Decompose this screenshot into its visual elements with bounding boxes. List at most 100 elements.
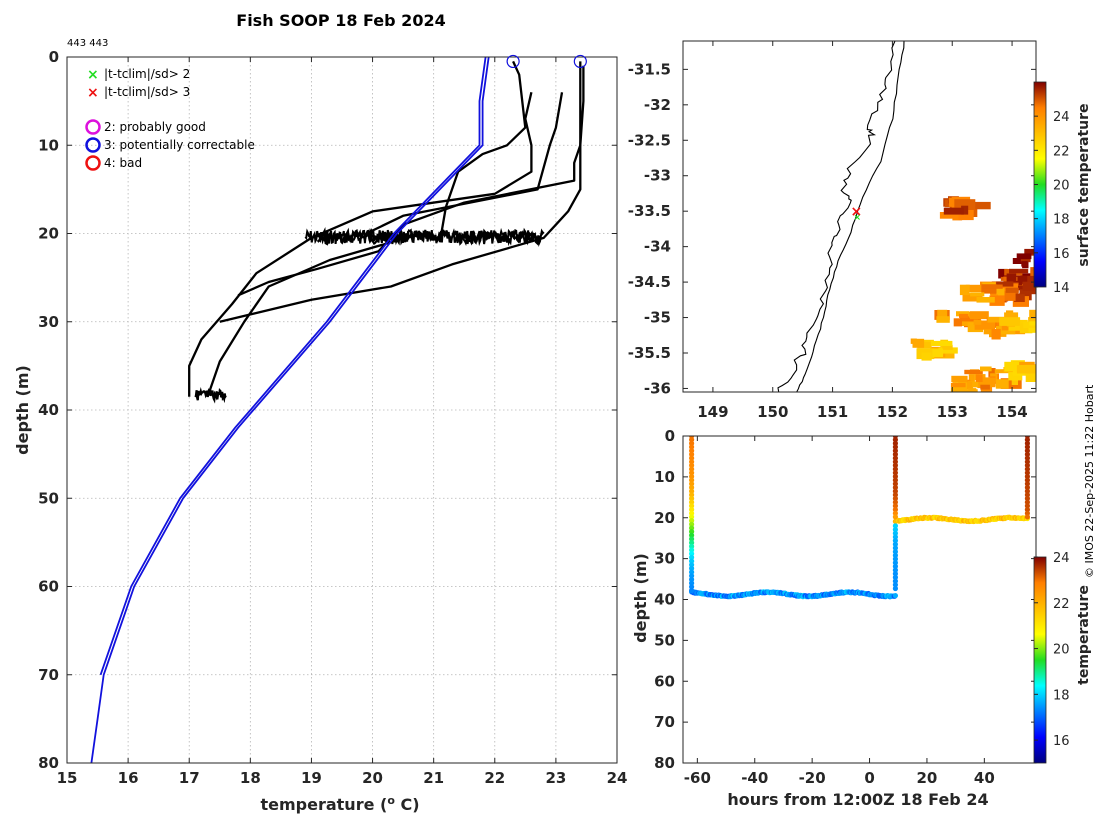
profile-data xyxy=(90,57,585,763)
sst-patch xyxy=(950,374,996,392)
profile-ytick-label: 10 xyxy=(38,136,59,154)
profile-xtick-label: 15 xyxy=(57,769,78,787)
section-data xyxy=(689,436,1030,600)
sst-patch xyxy=(1003,360,1036,385)
cast-points xyxy=(892,436,899,520)
profile-xlabel-sup: o xyxy=(387,794,395,807)
profile-xtick-label: 22 xyxy=(484,769,505,787)
profile-line xyxy=(237,61,582,297)
profile-ytick-label: 30 xyxy=(38,313,59,331)
map-colorbar-tick-label: 18 xyxy=(1053,213,1070,228)
section-xtick-label: 40 xyxy=(974,769,995,787)
map-ytick-label: -32 xyxy=(644,96,671,114)
climatology-lower-line xyxy=(99,57,487,676)
profile-axes-box xyxy=(66,56,618,764)
section-colorbar-tick-label: 22 xyxy=(1053,597,1070,612)
legend-qc-3-label: 3: potentially correctable xyxy=(104,138,255,152)
section-ytick-label: 80 xyxy=(654,754,675,772)
section-xtick-label: 20 xyxy=(917,769,938,787)
profile-line xyxy=(438,60,527,243)
map-xtick-label: 150 xyxy=(757,403,788,421)
section-ytick-label: 0 xyxy=(665,427,675,445)
coastline xyxy=(777,41,896,392)
section-ytick-label: 50 xyxy=(654,631,675,649)
legend-qc-4-marker xyxy=(85,155,101,171)
map-ytick-label: -33 xyxy=(644,167,671,185)
shelf-contour xyxy=(796,41,905,392)
map-ytick-label: -35 xyxy=(644,309,671,327)
sst-patch xyxy=(939,196,991,221)
map-ytick-label: -34 xyxy=(644,238,671,256)
profile-xtick-label: 19 xyxy=(301,769,322,787)
sst-patch xyxy=(959,281,1005,306)
section-ytick-label: 10 xyxy=(654,468,675,486)
cast-points xyxy=(892,523,899,592)
section-xtick-label: -40 xyxy=(741,769,768,787)
map-xtick-label: 151 xyxy=(817,403,848,421)
sst-patch xyxy=(910,338,958,361)
section-colorbar-ticks: 16 18 20 22 24 xyxy=(1034,551,1070,749)
section-ytick-label: 70 xyxy=(654,713,675,731)
section-colorbar xyxy=(1033,556,1047,764)
map-ticks: 149 150 151 152 153 154 -31.5 -32 -32.5 -33 -33.5 -… xyxy=(628,41,1036,421)
map-ytick-label: -31.5 xyxy=(628,60,671,78)
legend-flag-3-marker: × xyxy=(87,85,99,101)
map-xtick-label: 149 xyxy=(697,403,728,421)
figure-title: Fish SOOP 18 Feb 2024 xyxy=(236,11,445,30)
qc-marker xyxy=(573,54,587,69)
tow-points xyxy=(689,589,899,600)
profile-ytick-label: 40 xyxy=(38,401,59,419)
section-colorbar-label: temperature xyxy=(1076,585,1092,685)
map-chart: ×× 149 150 151 152 153 154 -31.5 -32 -32.5 -33 -33… xyxy=(628,40,1092,421)
legend-qc-2-marker xyxy=(85,119,101,135)
profile-ytick-label: 20 xyxy=(38,225,59,243)
tow-points xyxy=(892,514,1030,525)
section-ytick-label: 40 xyxy=(654,591,675,609)
map-colorbar-tick-label: 16 xyxy=(1053,247,1070,262)
section-ytick-label: 30 xyxy=(654,550,675,568)
sst-patch xyxy=(999,309,1036,334)
map-colorbar-label: surface temperature xyxy=(1076,103,1092,266)
profile-ytick-label: 60 xyxy=(38,578,59,596)
cast-points xyxy=(689,436,695,594)
map-colorbar-tick-label: 20 xyxy=(1053,179,1070,194)
legend-qc-3-marker xyxy=(85,137,101,153)
profile-grid xyxy=(67,57,617,763)
profile-ylabel: depth (m) xyxy=(13,365,32,455)
legend-flag-2-label: |t-tclim|/sd> 2 xyxy=(104,67,190,81)
section-ticks: -60 -40 -20 0 20 40 0 10 20 30 40 50 60 70 80 xyxy=(654,427,1036,787)
profile-xtick-label: 18 xyxy=(240,769,261,787)
credit-text: © IMOS 22-Sep-2025 11:22 Hobart xyxy=(1083,384,1096,578)
map-ytick-label: -33.5 xyxy=(628,202,671,220)
section-xlabel: hours from 12:00Z 18 Feb 24 xyxy=(727,790,988,809)
section-xtick-label: -60 xyxy=(684,769,711,787)
section-xtick-label: -20 xyxy=(799,769,826,787)
legend: × |t-tclim|/sd> 2 × |t-tclim|/sd> 3 2: p… xyxy=(85,67,255,171)
cast-points xyxy=(1024,436,1030,520)
section-colorbar-tick-label: 16 xyxy=(1053,734,1070,749)
legend-qc-2-label: 2: probably good xyxy=(104,120,206,134)
position-marker: × xyxy=(851,204,863,220)
map-xtick-label: 153 xyxy=(937,403,968,421)
legend-flag-3-label: |t-tclim|/sd> 3 xyxy=(104,85,190,99)
section-xtick-label: 0 xyxy=(864,769,874,787)
id-label: 443 443 xyxy=(67,38,108,49)
legend-qc-4-label: 4: bad xyxy=(104,156,142,170)
profile-bottom-cluster xyxy=(194,386,227,404)
profile-ytick-label: 80 xyxy=(38,754,59,772)
profile-ytick-label: 0 xyxy=(49,48,59,66)
section-ylabel: depth (m) xyxy=(631,553,650,643)
profile-xtick-label: 20 xyxy=(362,769,383,787)
profile-xlabel: temperature (o C) xyxy=(260,794,419,814)
profile-chart: 15 16 17 18 19 20 21 22 23 24 0 10 20 30 40 50 60 70 80 te… xyxy=(13,48,627,814)
profile-ytick-label: 70 xyxy=(38,666,59,684)
sst-patch xyxy=(973,316,1026,340)
section-colorbar-tick-label: 20 xyxy=(1053,643,1070,658)
map-colorbar-tick-label: 14 xyxy=(1053,281,1070,296)
section-ytick-label: 60 xyxy=(654,672,675,690)
section-colorbar-tick-label: 18 xyxy=(1053,688,1070,703)
legend-flag-2-marker: × xyxy=(87,67,99,83)
profile-line xyxy=(188,92,533,397)
map-ytick-label: -34.5 xyxy=(628,273,671,291)
